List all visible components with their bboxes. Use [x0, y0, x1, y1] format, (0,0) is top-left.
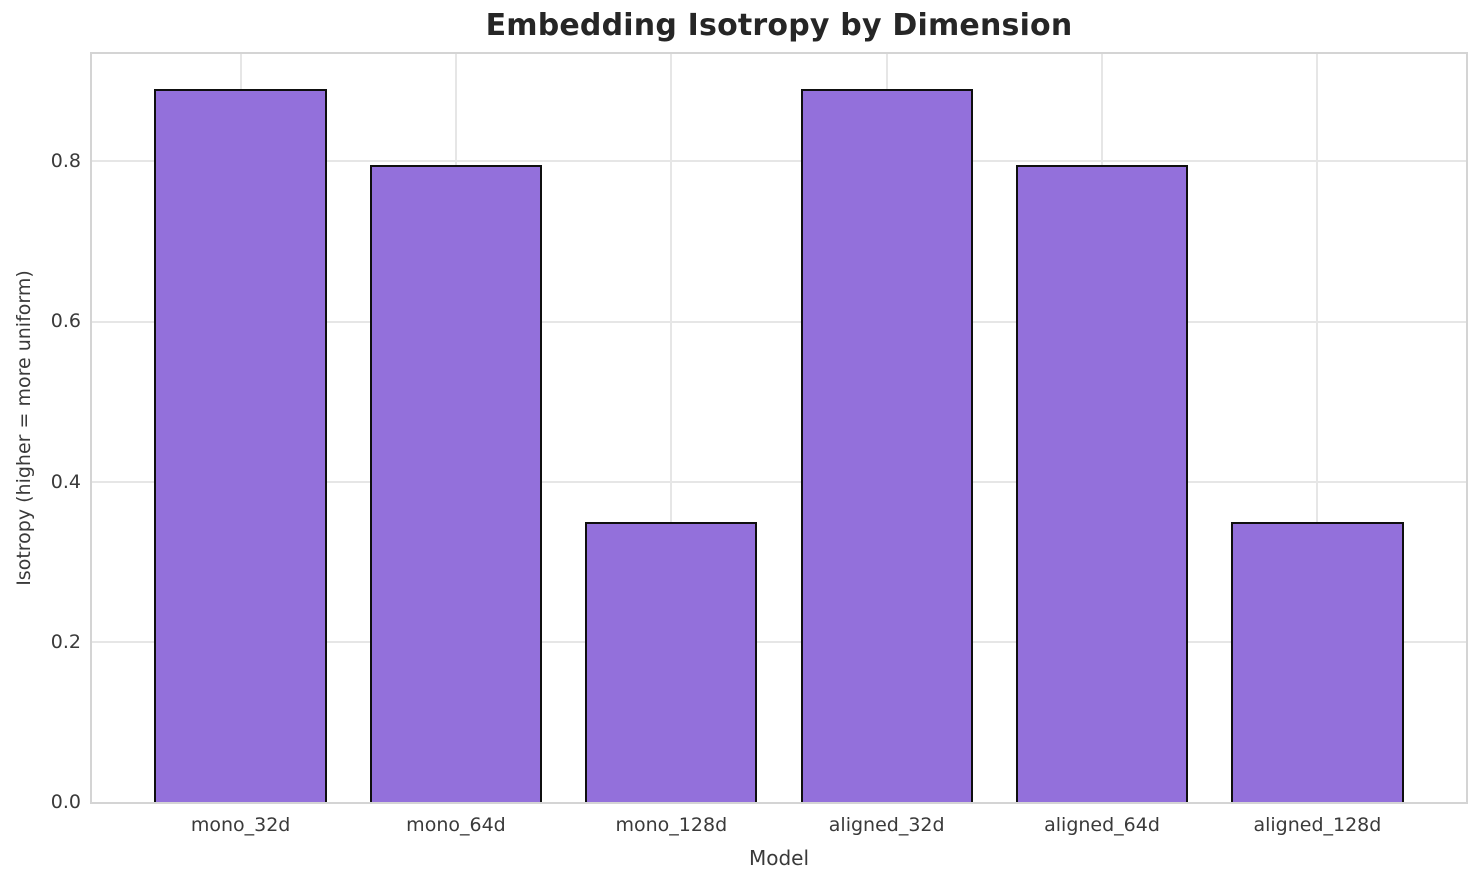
y-tick-label: 0.4: [50, 470, 81, 493]
bar-aligned_128d: [1231, 521, 1404, 802]
chart-title: Embedding Isotropy by Dimension: [485, 8, 1073, 43]
h-gridline: [92, 480, 1466, 483]
x-tick-label: aligned_128d: [1253, 814, 1382, 836]
x-tick-label: aligned_32d: [828, 814, 945, 836]
y-tick-label: 0.0: [50, 791, 81, 813]
x-tick-label: mono_128d: [615, 814, 728, 836]
x-tick-label: aligned_64d: [1044, 814, 1160, 836]
h-gridline: [92, 320, 1466, 323]
x-tick-label: mono_64d: [406, 814, 506, 836]
bar-aligned_32d: [800, 89, 973, 802]
plot-area: [90, 52, 1468, 804]
bar-mono_128d: [585, 521, 758, 802]
bar-mono_32d: [154, 89, 327, 802]
y-tick-label: 0.8: [50, 150, 81, 173]
bar-aligned_64d: [1015, 165, 1189, 802]
x-axis-label: Model: [748, 846, 810, 870]
h-gridline: [92, 640, 1466, 643]
y-tick-label: 0.2: [50, 630, 81, 653]
bar-mono_64d: [369, 165, 543, 802]
x-tick-label: mono_32d: [190, 814, 291, 836]
y-tick-label: 0.6: [50, 310, 81, 333]
v-gridline: [670, 54, 673, 802]
v-gridline: [1316, 54, 1319, 802]
h-gridline: [92, 160, 1466, 163]
